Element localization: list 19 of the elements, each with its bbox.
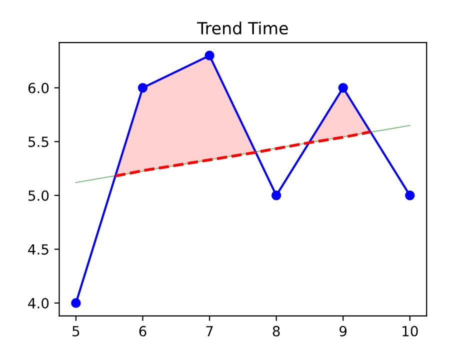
x-tick-label: 10 <box>402 326 418 336</box>
x-tick-label: 9 <box>340 326 347 336</box>
y-tick-label: 4.0 <box>28 298 49 309</box>
x-tick-label: 8 <box>272 326 280 336</box>
y-tick-label: 6.0 <box>28 82 49 94</box>
x-tick-label: 6 <box>139 326 146 336</box>
point <box>71 298 81 308</box>
chart-title: Trend Time <box>197 22 288 35</box>
y-tick-label: 5.5 <box>28 136 48 148</box>
x-tick-label: 7 <box>206 326 213 336</box>
point <box>338 82 348 93</box>
point <box>271 190 282 200</box>
point <box>138 82 148 93</box>
y-tick-label: 4.5 <box>28 244 48 255</box>
point <box>405 190 415 200</box>
line-series <box>114 130 372 178</box>
y-tick-label: 5.0 <box>28 190 49 201</box>
point <box>204 50 214 60</box>
x-tick-label: 5 <box>72 326 80 336</box>
